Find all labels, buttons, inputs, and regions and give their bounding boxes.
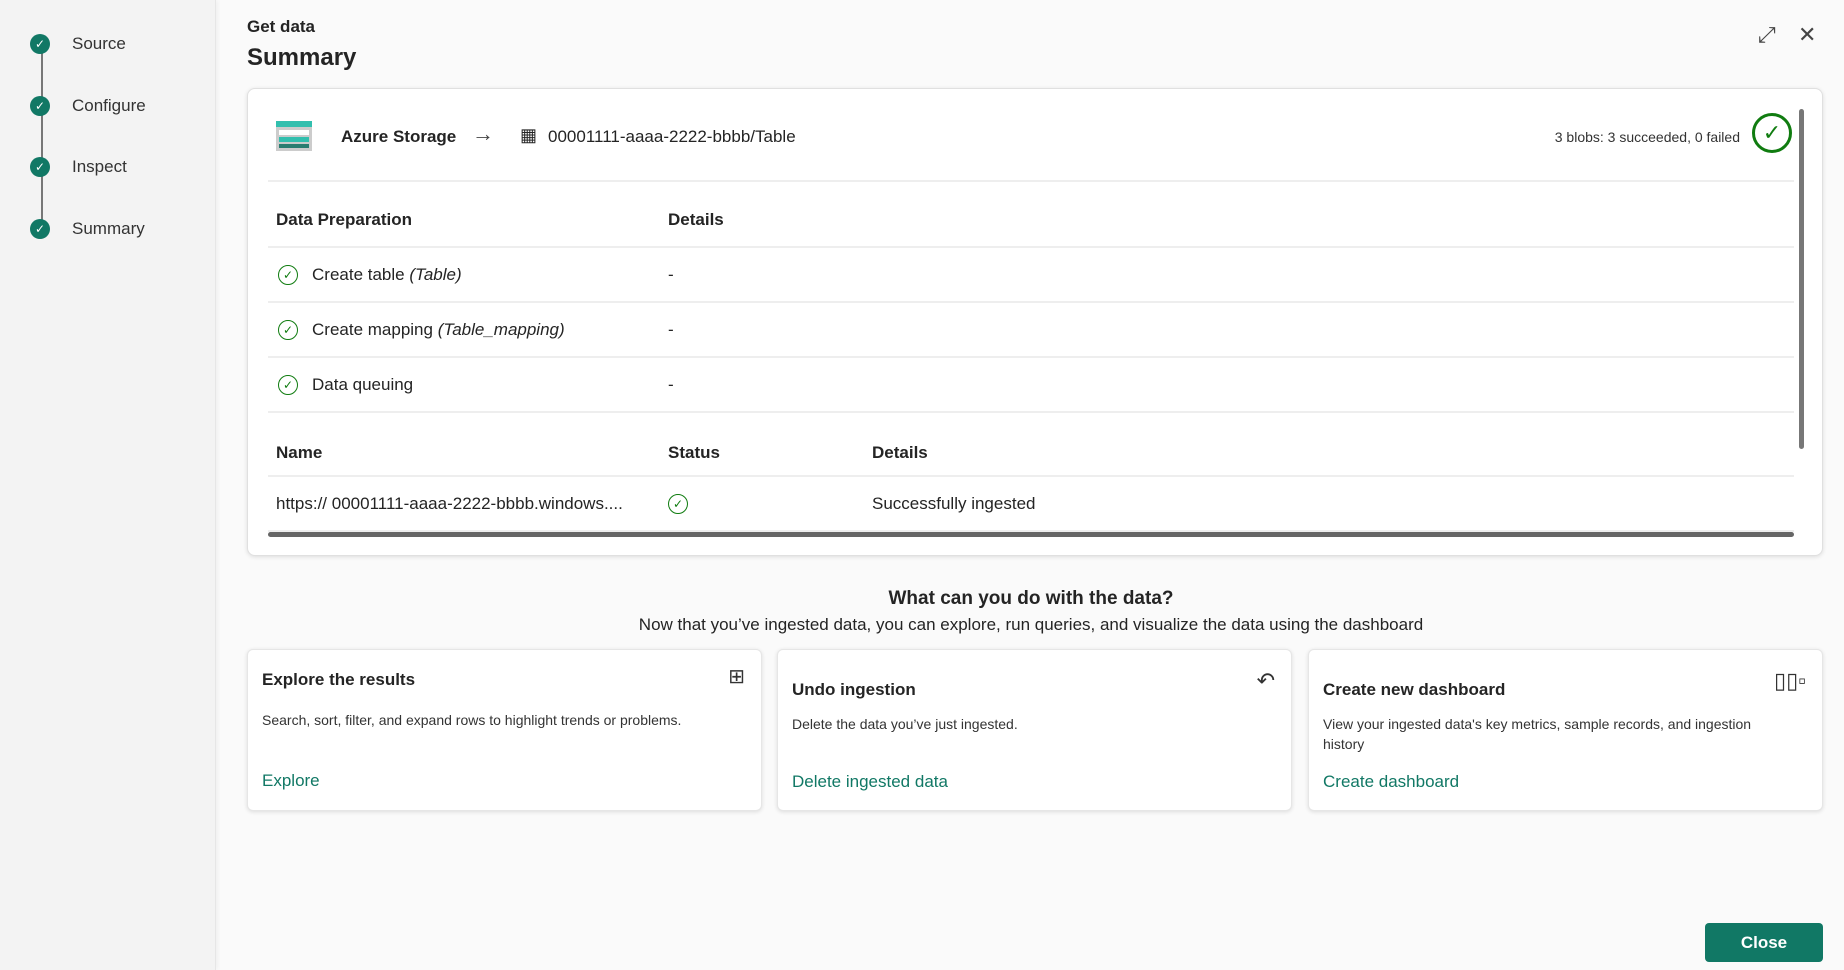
column-header: Name [276,443,323,462]
blob-name: https:// 00001111-aaaa-2222-bbbb.windows… [276,493,623,513]
prep-label: Create mapping (Table_mapping) [312,319,565,339]
table-icon: ▦ [520,125,538,145]
success-check-icon: ✓ [1752,113,1792,153]
create-dashboard-link[interactable]: Create dashboard [1323,772,1460,791]
prep-label: Create table (Table) [312,264,462,284]
close-icon[interactable]: ✕ [1798,22,1817,47]
divider [268,180,1794,182]
step-configure[interactable]: ✓ Configure [30,94,146,118]
blob-details: Successfully ingested [872,493,1036,513]
step-connector [41,50,43,230]
prep-details: - [668,374,674,394]
table-row: ✓ Create table (Table) - [268,248,1794,303]
step-label: Configure [72,96,146,115]
column-header: Details [872,443,928,462]
horizontal-scrollbar[interactable] [268,532,1794,537]
check-icon: ✓ [30,219,50,239]
dashboard-card: Create new dashboard ▯▯▫ View your inges… [1308,649,1823,811]
prep-label: Data queuing [312,374,414,394]
check-icon: ✓ [30,34,50,54]
column-header: Status [668,443,720,462]
vertical-scrollbar[interactable] [1799,109,1804,449]
check-circle-icon: ✓ [278,374,298,395]
table-row: https:// 00001111-aaaa-2222-bbbb.windows… [268,477,1794,532]
arrow-right-icon: → [472,121,494,146]
step-summary[interactable]: ✓ Summary [30,217,145,241]
explore-card: Explore the results ⊞ Search, sort, filt… [247,649,762,811]
step-label: Source [72,34,126,53]
prep-details: - [668,319,674,339]
expand-icon[interactable]: ⤢ [1758,22,1776,47]
source-name: Azure Storage [341,127,457,146]
dashboard-icon: ▯▯▫ [1773,668,1806,693]
column-header: Data Preparation [276,209,413,229]
step-source[interactable]: ✓ Source [30,32,126,56]
check-icon: ✓ [30,96,50,116]
step-label: Inspect [72,157,127,176]
blob-header: Name Status Details [268,420,1794,477]
card-title: Undo ingestion [792,680,916,699]
page-title: Summary [247,44,357,71]
check-circle-icon: ✓ [278,264,298,285]
wizard-steps: ✓ Source ✓ Configure ✓ Inspect ✓ Summary [0,0,216,970]
check-icon: ✓ [30,157,50,177]
prep-details: - [668,264,674,284]
table-row: ✓ Data queuing - [268,358,1794,413]
table-row: ✓ Create mapping (Table_mapping) - [268,303,1794,358]
column-header: Details [668,209,724,229]
summary-card: Azure Storage → ▦ 00001111-aaaa-2222-bbb… [247,88,1823,556]
undo-icon: ↶ [1256,668,1275,693]
explore-link[interactable]: Explore [262,771,320,790]
card-title: Create new dashboard [1323,680,1506,699]
step-label: Summary [72,219,145,238]
next-steps-title: What can you do with the data? [888,588,1174,609]
table-search-icon: ⊞ [728,666,745,688]
close-button[interactable]: Close [1705,923,1823,962]
blob-count: 3 blobs: 3 succeeded, 0 failed [1554,129,1740,145]
card-description: Delete the data you’ve just ingested. [792,716,1018,732]
check-circle-icon: ✓ [278,319,298,340]
check-circle-icon: ✓ [668,493,688,514]
undo-card: Undo ingestion ↶ Delete the data you’ve … [777,649,1292,811]
azure-storage-icon [276,121,312,151]
delete-ingested-data-link[interactable]: Delete ingested data [792,772,948,791]
dialog-subtitle: Get data [247,17,316,36]
destination-table: 00001111-aaaa-2222-bbbb/Table [548,127,796,146]
card-description: View your ingested data's key metrics, s… [1323,716,1752,752]
next-steps-subtitle: Now that you’ve ingested data, you can e… [638,615,1424,634]
step-inspect[interactable]: ✓ Inspect [30,155,127,179]
card-title: Explore the results [262,670,416,689]
card-description: Search, sort, filter, and expand rows to… [262,712,682,728]
prep-header: Data Preparation Details [268,193,1794,248]
